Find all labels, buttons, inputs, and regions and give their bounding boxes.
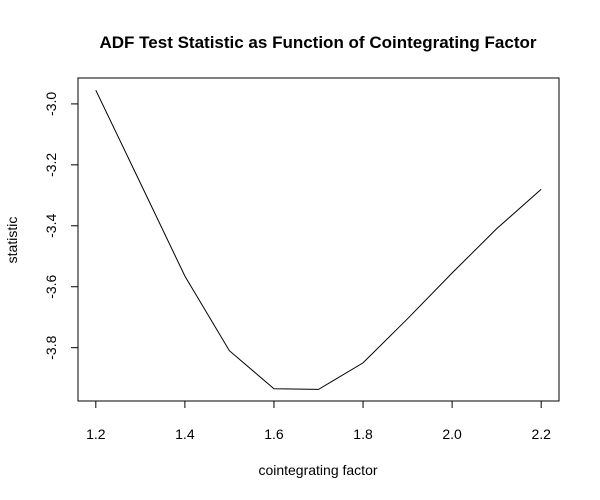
x-axis-label: cointegrating factor	[258, 462, 377, 478]
x-tick-label: 1.6	[264, 426, 284, 442]
y-tick-label: -3.6	[43, 274, 59, 298]
x-tick-label: 2.0	[442, 426, 462, 442]
chart-title: ADF Test Statistic as Function of Cointe…	[100, 33, 537, 52]
y-axis-label: statistic	[4, 217, 20, 264]
y-tick-label: -3.0	[43, 92, 59, 116]
x-tick-label: 1.2	[86, 426, 106, 442]
x-tick-label: 2.2	[531, 426, 551, 442]
y-tick-label: -3.2	[43, 153, 59, 177]
plot-frame	[77, 77, 560, 402]
y-tick-label: -3.8	[43, 335, 59, 359]
y-tick-label: -3.4	[43, 214, 59, 238]
x-axis: 1.2 1.4 1.6 1.8 2.0 2.2	[86, 400, 551, 442]
x-tick-label: 1.4	[175, 426, 195, 442]
series-group	[95, 89, 542, 390]
y-axis: -3.8 -3.6 -3.4 -3.2 -3.0	[43, 92, 79, 360]
x-tick-label: 1.8	[353, 426, 373, 442]
series-line	[95, 89, 542, 390]
